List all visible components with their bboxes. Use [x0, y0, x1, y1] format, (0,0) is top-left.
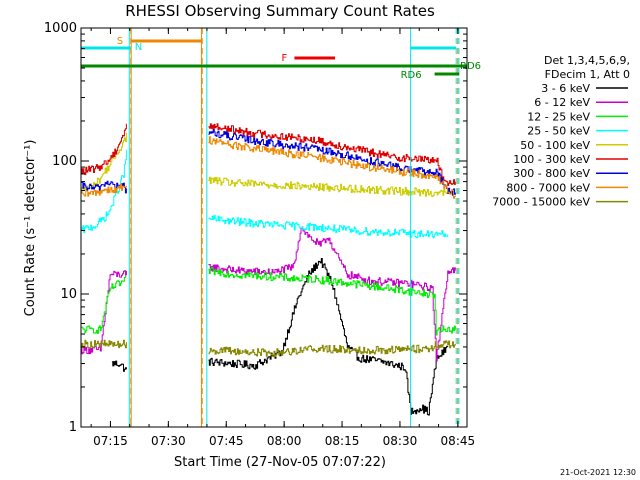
- series-layer: [81, 123, 456, 416]
- y-tick-label-3: 1000: [44, 21, 77, 36]
- footer-date: 21-Oct-2021 12:30: [560, 468, 636, 477]
- series-line-8-0: [81, 339, 127, 349]
- x-tick-label-4: 08:15: [325, 434, 360, 448]
- rd-flag-label: RD6: [460, 61, 481, 72]
- y-ticks: 1 10 100 1000: [44, 21, 467, 435]
- x-tick-label-0: 07:15: [93, 434, 128, 448]
- series-line-3-1: [208, 214, 449, 239]
- series-line-6-1: [208, 129, 456, 196]
- x-tick-label-6: 08:45: [441, 434, 476, 448]
- legend-label-0: 3 - 6 keV: [541, 82, 590, 95]
- night-flag-label: N: [135, 42, 142, 53]
- legend-label-4: 50 - 100 keV: [520, 139, 590, 152]
- plot-frame: [80, 27, 468, 428]
- rd-flag-label-2: RD6: [401, 70, 422, 81]
- series-line-5-1: [208, 123, 456, 186]
- legend-label-7: 800 - 7000 keV: [506, 181, 590, 194]
- legend-header-2: FDecim 1, Att 0: [545, 68, 630, 81]
- legend-label-3: 25 - 50 keV: [527, 125, 590, 138]
- legend-label-8: 7000 - 15000 keV: [492, 196, 590, 209]
- y-axis-label: Count Rate (s⁻¹ detector⁻¹): [23, 140, 38, 317]
- x-ticks: 07:15 07:30 07:45 08:00 08:15 08:30 08:45: [90, 28, 476, 448]
- x-tick-label-3: 08:00: [267, 434, 302, 448]
- legend-header-1: Det 1,3,4,5,6,9,: [544, 54, 630, 67]
- saa-flag-label: S: [117, 36, 123, 47]
- legend-label-1: 6 - 12 keV: [534, 96, 590, 109]
- series-line-4-0: [81, 132, 127, 192]
- series-line-1-1: [208, 226, 456, 362]
- series-line-7-1: [208, 136, 456, 199]
- series-line-0-1: [208, 258, 449, 416]
- x-tick-label-2: 07:45: [209, 434, 244, 448]
- series-line-5-0: [81, 123, 127, 176]
- legend-label-6: 300 - 800 keV: [513, 167, 590, 180]
- y-tick-label-0: 1: [69, 420, 77, 435]
- series-line-6-0: [81, 180, 127, 194]
- series-line-2-1: [208, 266, 456, 336]
- series-line-4-1: [208, 176, 449, 197]
- x-tick-label-5: 08:30: [383, 434, 418, 448]
- x-tick-label-1: 07:30: [151, 434, 186, 448]
- legend-label-5: 100 - 300 keV: [513, 153, 590, 166]
- chart-title: RHESSI Observing Summary Count Rates: [125, 2, 435, 20]
- flag-layer: N S F RD6 RD6: [80, 28, 481, 427]
- series-line-8-1: [208, 340, 456, 358]
- series-line-0-0: [111, 360, 127, 372]
- y-tick-label-1: 10: [60, 287, 77, 302]
- y-tick-label-2: 100: [52, 154, 77, 169]
- series-line-1-0: [81, 270, 127, 355]
- legend-label-2: 12 - 25 keV: [527, 110, 590, 123]
- series-line-2-0: [81, 275, 127, 334]
- flare-flag-label: F: [281, 53, 287, 64]
- legend: Det 1,3,4,5,6,9, FDecim 1, Att 0 3 - 6 k…: [492, 54, 630, 209]
- series-line-3-0: [81, 149, 127, 234]
- x-axis-label: Start Time (27-Nov-05 07:07:22): [174, 455, 386, 470]
- series-line-7-0: [81, 183, 127, 197]
